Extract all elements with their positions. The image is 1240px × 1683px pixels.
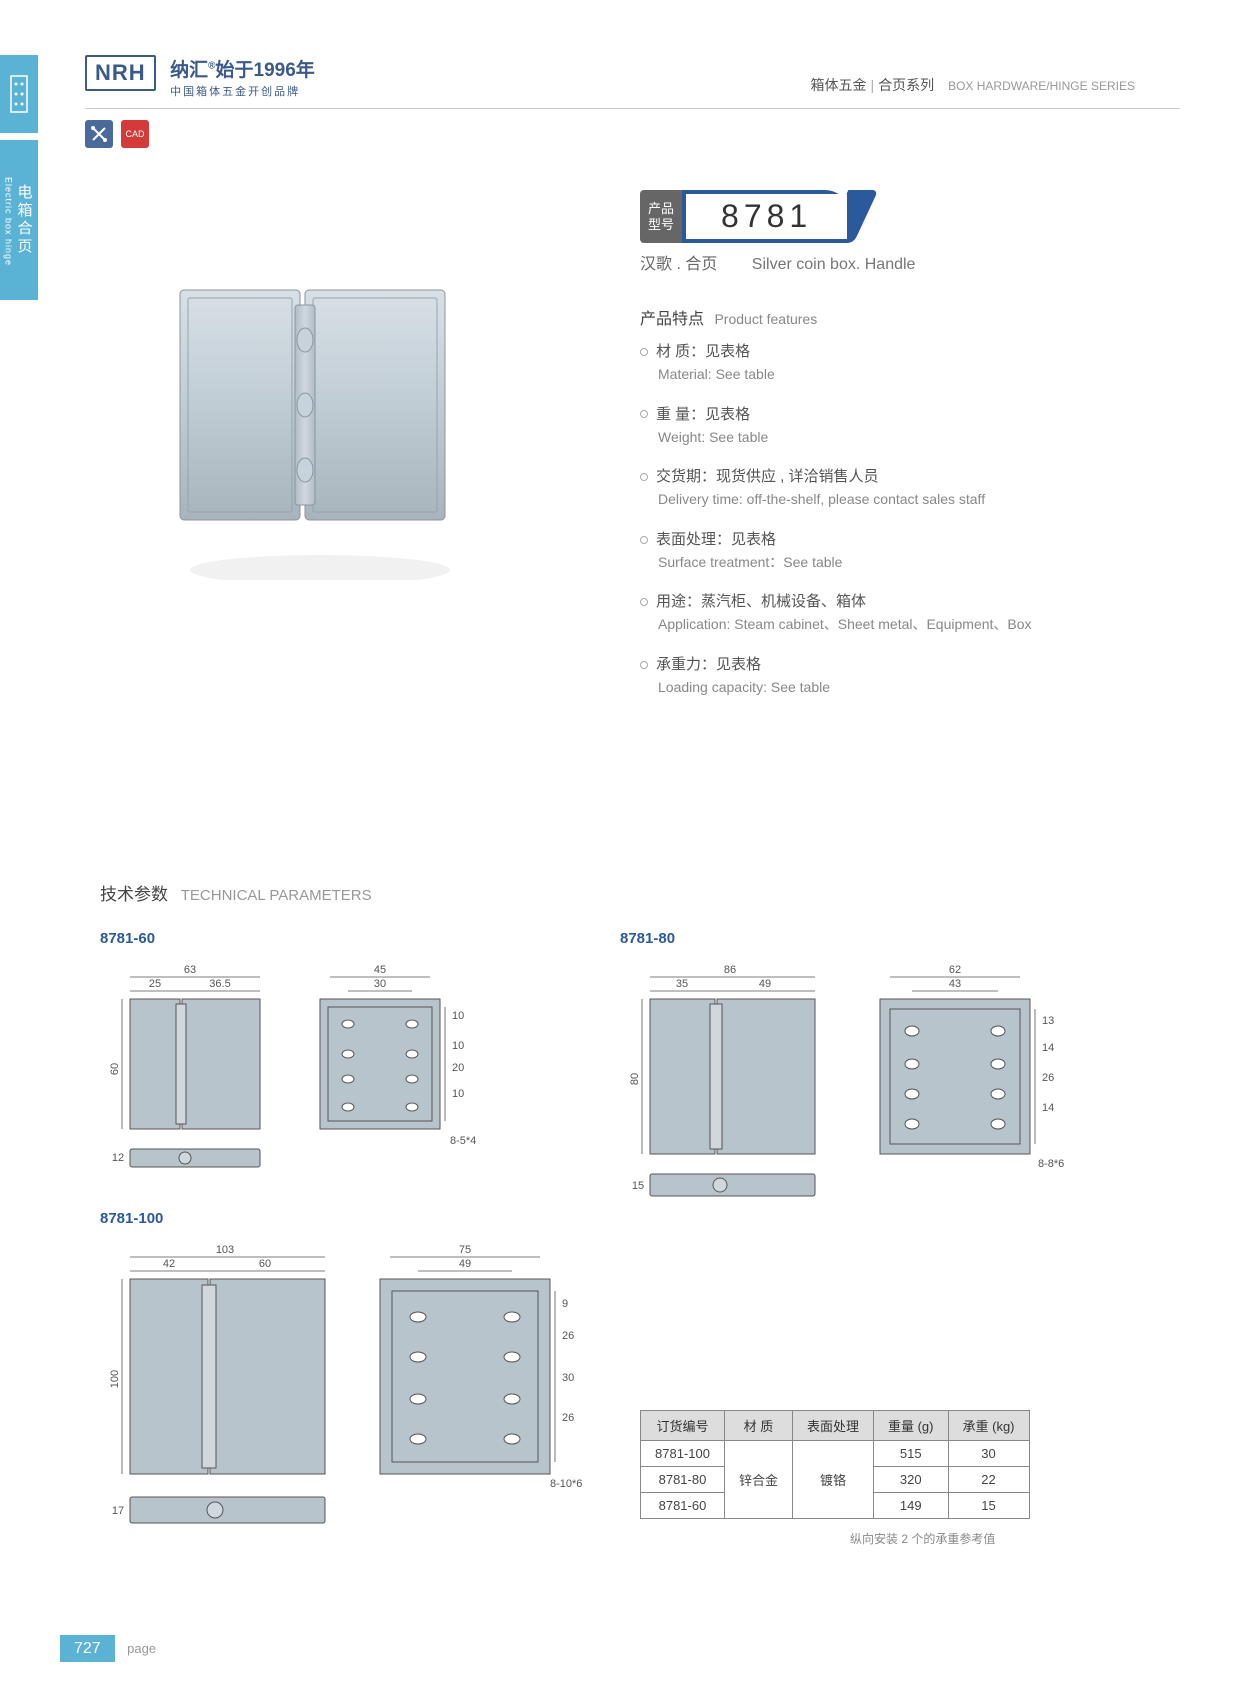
tool-icon: [85, 120, 113, 148]
svg-text:42: 42: [163, 1258, 175, 1270]
brand-cn: 纳汇®始于1996年: [170, 60, 315, 81]
svg-text:15: 15: [632, 1180, 644, 1192]
svg-text:45: 45: [374, 964, 386, 976]
variant-8781-60: 8781-60 63 25 36.5 60 12 45 30 10102010: [100, 930, 520, 1204]
brand-text: 纳汇®始于1996年 中国箱体五金开创品牌: [170, 55, 315, 100]
svg-text:36.5: 36.5: [209, 978, 230, 990]
side-tab-category: 电箱合页 Electric box hinge: [0, 140, 38, 300]
table-row: 8781-100锌合金镀铬51530: [641, 1441, 1030, 1467]
feature-item: 用途：蒸汽柜、机械设备、箱体Application: Steam cabinet…: [640, 590, 1160, 635]
svg-text:26: 26: [562, 1330, 574, 1342]
svg-text:8-5*4: 8-5*4: [450, 1135, 476, 1147]
model-number-bg: 8781: [682, 190, 851, 243]
svg-text:60: 60: [109, 1063, 121, 1075]
svg-text:8-8*6: 8-8*6: [1038, 1158, 1064, 1170]
bullet-icon: [640, 598, 648, 606]
svg-text:49: 49: [759, 978, 771, 990]
side-cn: 电箱合页: [14, 184, 35, 256]
product-image: [140, 260, 490, 580]
product-subtitle: 汉歌 . 合页 Silver coin box. Handle: [640, 250, 915, 274]
svg-text:62: 62: [949, 964, 961, 976]
svg-text:43: 43: [949, 978, 961, 990]
page-footer: 727 page: [60, 1640, 156, 1658]
svg-text:25: 25: [149, 978, 161, 990]
bullet-icon: [640, 348, 648, 356]
variant-8781-80: 8781-80 86 35 49 80 15 62 43 13142614 8-: [620, 930, 1100, 1224]
svg-text:63: 63: [184, 964, 196, 976]
side-en: Electric box hinge: [4, 177, 14, 266]
model-number-block: 产品 型号 8781: [640, 190, 851, 243]
page-header: NRH 纳汇®始于1996年 中国箱体五金开创品牌 箱体五金|合页系列 BOX …: [85, 55, 1185, 100]
drawing-8781-80: 86 35 49 80 15 62 43 13 14 26 14 8-8*6: [620, 959, 1100, 1219]
bullet-icon: [640, 410, 648, 418]
feature-item: 承重力：见表格Loading capacity: See table: [640, 653, 1160, 698]
svg-text:9: 9: [562, 1298, 568, 1310]
svg-text:60: 60: [259, 1258, 271, 1270]
svg-text:17: 17: [112, 1505, 124, 1517]
feature-item: 重 量：见表格Weight: See table: [640, 403, 1160, 448]
side-tab-icon: [0, 55, 38, 133]
svg-text:14: 14: [1042, 1102, 1054, 1114]
spec-table: 订货编号材 质表面处理重量 (g)承重 (kg)8781-100锌合金镀铬515…: [640, 1410, 1030, 1519]
bullet-icon: [640, 473, 648, 481]
page-label: page: [127, 1641, 156, 1656]
svg-text:10: 10: [452, 1010, 464, 1022]
svg-text:13: 13: [1042, 1015, 1054, 1027]
table-header: 材 质: [724, 1411, 792, 1441]
features-list: 材 质：见表格Material: See table 重 量：见表格Weight:…: [640, 340, 1160, 716]
feature-item: 交货期：现货供应 , 详洽销售人员Delivery time: off-the-…: [640, 465, 1160, 510]
model-number: 8781: [686, 194, 847, 239]
svg-text:30: 30: [562, 1372, 574, 1384]
svg-text:75: 75: [459, 1244, 471, 1256]
table-header: 承重 (kg): [948, 1411, 1029, 1441]
svg-text:10: 10: [452, 1040, 464, 1052]
bullet-icon: [640, 536, 648, 544]
icons-row: CAD: [85, 120, 149, 148]
cad-icon: CAD: [121, 120, 149, 148]
svg-text:86: 86: [724, 964, 736, 976]
variant-8781-100: 8781-100 103 42 60 100 17 75 49 9263026: [100, 1210, 600, 1564]
svg-text:100: 100: [109, 1370, 121, 1388]
feature-item: 表面处理：见表格Surface treatment：See table: [640, 528, 1160, 573]
table-header: 表面处理: [792, 1411, 873, 1441]
svg-text:26: 26: [562, 1412, 574, 1424]
svg-text:30: 30: [374, 978, 386, 990]
logo: NRH: [85, 55, 156, 91]
table-header: 重量 (g): [873, 1411, 948, 1441]
svg-text:26: 26: [1042, 1072, 1054, 1084]
page-number: 727: [60, 1635, 115, 1662]
svg-text:49: 49: [459, 1258, 471, 1270]
svg-text:20: 20: [452, 1062, 464, 1074]
header-divider: [85, 108, 1180, 109]
feature-item: 材 质：见表格Material: See table: [640, 340, 1160, 385]
svg-text:103: 103: [216, 1244, 234, 1256]
model-label: 产品 型号: [640, 190, 682, 243]
brand-sub: 中国箱体五金开创品牌: [170, 86, 300, 98]
svg-text:80: 80: [629, 1073, 641, 1085]
tech-title: 技术参数 TECHNICAL PARAMETERS: [100, 880, 372, 905]
svg-text:35: 35: [676, 978, 688, 990]
drawing-8781-60: 63 25 36.5 60 12 45 30 10 10 20 10 8-5*4: [100, 959, 520, 1199]
table-note: 纵向安装 2 个的承重参考值: [850, 1530, 995, 1547]
table-header: 订货编号: [641, 1411, 725, 1441]
header-category: 箱体五金|合页系列 BOX HARDWARE/HINGE SERIES: [811, 75, 1135, 95]
svg-text:8-10*6: 8-10*6: [550, 1478, 582, 1490]
svg-text:10: 10: [452, 1088, 464, 1100]
svg-text:12: 12: [112, 1152, 124, 1164]
svg-text:14: 14: [1042, 1042, 1054, 1054]
bullet-icon: [640, 661, 648, 669]
features-title: 产品特点 Product features: [640, 305, 817, 329]
drawing-8781-100: 103 42 60 100 17 75 49 9 26 30 26 8-10*6: [100, 1239, 600, 1559]
